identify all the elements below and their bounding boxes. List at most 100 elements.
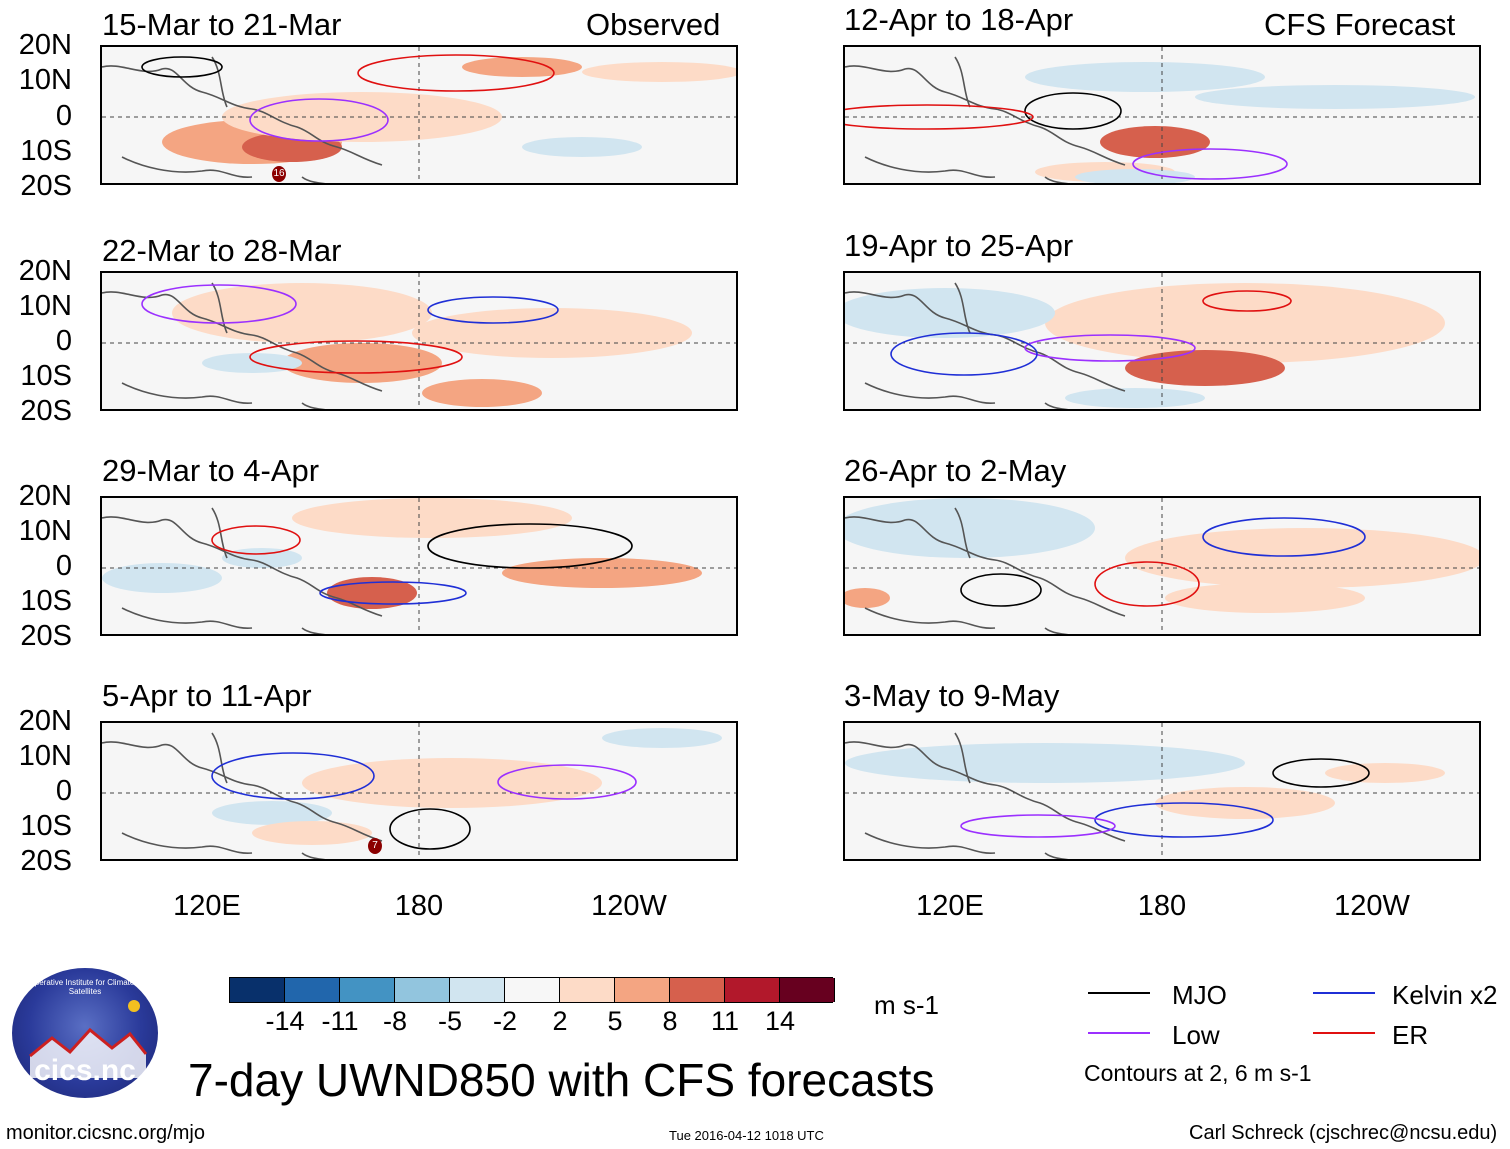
anomaly-shade [212, 801, 332, 825]
anomaly-contour [249, 98, 389, 142]
coastline [102, 282, 383, 409]
colorbar-tick-label: -11 [321, 1006, 359, 1036]
panel-title: 12-Apr to 18-Apr [844, 2, 1074, 37]
map-panel [100, 271, 738, 411]
map-svg [845, 273, 1479, 409]
colorbar-tick-label: -5 [437, 1006, 462, 1036]
anomaly-shade [1125, 350, 1285, 386]
map-svg [845, 498, 1479, 634]
colorbar-swatch [450, 978, 505, 1002]
lon-label: 180 [394, 890, 444, 922]
anomaly-contour [141, 284, 297, 324]
anomaly-shade [582, 62, 736, 82]
colorbar-tick-label: 11 [710, 1006, 740, 1036]
anomaly-shade [422, 379, 542, 407]
anomaly-shade [845, 588, 890, 608]
anomaly-shade [502, 558, 702, 588]
anomaly-shade [282, 343, 442, 383]
legend-kelvin-line [1313, 992, 1375, 994]
logo-ring-text: Cooperative Institute for Climate and Sa… [20, 978, 150, 996]
anomaly-contour [427, 523, 633, 569]
lat-label: 10N [18, 290, 72, 322]
lat-label: 20S [20, 620, 72, 652]
lat-label: 0 [55, 550, 72, 582]
map-svg [845, 723, 1479, 859]
anomaly-contour [1272, 758, 1370, 788]
observed-column-label: Observed [586, 7, 721, 42]
anomaly-shade [412, 308, 692, 358]
lat-label: 10S [20, 360, 72, 392]
map-panel [100, 496, 738, 636]
lat-label: 10S [20, 585, 72, 617]
main-title: 7-day UWND850 with CFS forecasts [188, 1054, 935, 1106]
colorbar-swatch [615, 978, 670, 1002]
anomaly-contour [497, 764, 637, 800]
anomaly-contour [960, 573, 1042, 607]
coastline [102, 507, 383, 634]
colorbar-tick-label: -14 [265, 1006, 305, 1036]
anomaly-shade [327, 577, 417, 609]
lat-label: 20N [18, 705, 72, 737]
map-svg [102, 47, 736, 183]
lat-label: 20N [18, 29, 72, 61]
lat-label: 10N [18, 740, 72, 772]
colorbar-swatch [230, 978, 285, 1002]
anomaly-shade [1075, 169, 1195, 183]
colorbar-swatch [395, 978, 450, 1002]
colorbar-swatch [725, 978, 780, 1002]
lat-label: 20S [20, 395, 72, 427]
map-svg [102, 273, 736, 409]
colorbar-swatch [285, 978, 340, 1002]
footer-author: Carl Schreck (cjschrec@ncsu.edu) [1189, 1122, 1498, 1144]
lat-label: 0 [55, 775, 72, 807]
anomaly-contour [845, 104, 1034, 130]
anomaly-contour [960, 814, 1116, 838]
anomaly-shade [1045, 283, 1445, 363]
legend-low-line [1088, 1032, 1150, 1034]
cics-logo: Cooperative Institute for Climate and Sa… [12, 968, 158, 1098]
lat-label: 10N [18, 64, 72, 96]
contour-note: Contours at 2, 6 m s-1 [1084, 1060, 1312, 1086]
map-svg [102, 498, 736, 634]
lat-label: 0 [55, 325, 72, 357]
panel-title: 19-Apr to 25-Apr [844, 228, 1074, 263]
anomaly-contour [1132, 148, 1288, 180]
colorbar-swatch [505, 978, 560, 1002]
anomaly-shade [222, 548, 302, 568]
legend-er-label: ER [1392, 1020, 1429, 1050]
colorbar-tick-label: 14 [764, 1006, 796, 1036]
footer-timestamp: Tue 2016-04-12 1018 UTC [669, 1128, 824, 1143]
colorbar-swatch [340, 978, 395, 1002]
map-panel [843, 271, 1481, 411]
anomaly-shade [1165, 583, 1365, 613]
colorbar-tick-label: 5 [607, 1006, 623, 1036]
logo-text: cics.nc [34, 1054, 136, 1087]
colorbar-swatch [560, 978, 615, 1002]
coastline [102, 56, 383, 183]
anomaly-shade [1125, 528, 1479, 588]
legend-mjo-label: MJO [1172, 980, 1227, 1010]
lon-label: 120E [173, 890, 241, 922]
anomaly-shade [1325, 763, 1445, 783]
panel-title: 5-Apr to 11-Apr [102, 678, 312, 713]
coastline [845, 56, 1126, 183]
anomaly-shade [102, 563, 222, 593]
colorbar-tick-label: -2 [492, 1006, 517, 1036]
coastline [102, 732, 383, 859]
lat-label: 10S [20, 810, 72, 842]
lat-label: 10S [20, 135, 72, 167]
anomaly-contour [427, 296, 559, 324]
colorbar-tick-label: 2 [552, 1006, 568, 1036]
lon-label: 120W [1334, 890, 1410, 922]
lat-label: 20N [18, 255, 72, 287]
panel-title: 22-Mar to 28-Mar [102, 233, 342, 268]
footer-website[interactable]: monitor.cicsnc.org/mjo [6, 1122, 205, 1144]
anomaly-contour [1094, 561, 1200, 607]
lat-label: 10N [18, 515, 72, 547]
storm-marker: 16 [272, 166, 286, 182]
anomaly-contour [1094, 802, 1274, 838]
map-panel [100, 45, 738, 185]
anomaly-shade [292, 498, 572, 538]
colorbar-swatch [670, 978, 725, 1002]
lat-label: 20S [20, 170, 72, 202]
